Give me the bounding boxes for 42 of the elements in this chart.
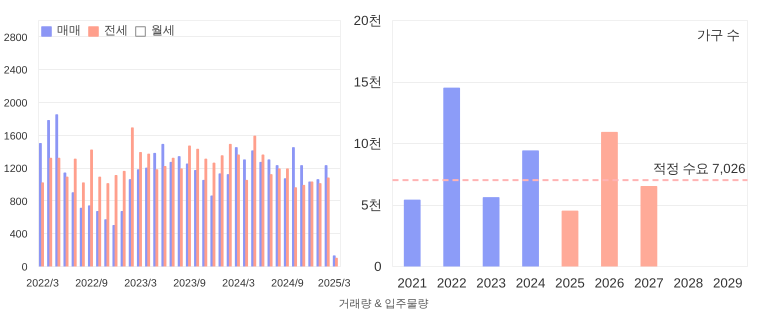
legend-label: 매매: [57, 22, 81, 39]
y-tick-label: 10천: [354, 136, 382, 151]
x-tick-label: 2023/3: [124, 278, 157, 290]
bar: [522, 150, 539, 266]
x-tick-label: 2024/9: [271, 278, 304, 290]
y-tick-label: 5천: [361, 198, 382, 212]
bar: [601, 132, 618, 266]
y-tick-label: 0: [374, 259, 382, 274]
x-tick-label: 2022/9: [75, 278, 108, 290]
bar: [443, 88, 460, 266]
x-tick-label: 2022: [436, 276, 466, 290]
y-tick-label: 800: [10, 196, 28, 208]
x-tick-label: 2022/3: [26, 278, 59, 290]
y-tick-label: 2800: [4, 32, 28, 44]
ref-line-label: 적정 수요 7,026: [652, 161, 746, 176]
x-tick-label: 2028: [674, 276, 704, 290]
bar: [562, 210, 578, 266]
x-tick-label: 2029: [712, 276, 743, 290]
x-tick-label: 2025: [555, 276, 585, 290]
x-tick-label: 2023: [476, 276, 506, 290]
y-tick-label: 1200: [4, 163, 28, 176]
text: 거래량 & 입주물량: [338, 297, 429, 312]
annotation: 가구 수: [696, 28, 740, 42]
bar: [482, 197, 500, 266]
legend-label: 월세: [151, 22, 175, 39]
x-tick-label: 2024/3: [222, 278, 255, 290]
x-tick-label: 2021: [397, 276, 428, 290]
y-tick-label: 0: [22, 262, 28, 274]
bar: [640, 186, 658, 266]
bar: [404, 200, 421, 266]
legend-label: 전세: [104, 22, 128, 39]
y-tick-label: 2400: [4, 64, 28, 77]
x-tick-label: 2027: [634, 276, 664, 290]
x-tick-label: 2024: [516, 276, 546, 290]
y-tick-label: 20천: [354, 13, 382, 28]
y-tick-label: 1600: [4, 130, 28, 142]
x-tick-label: 2025/3: [318, 278, 351, 290]
y-tick-label: 15천: [354, 74, 382, 90]
x-tick-label: 2026: [594, 276, 624, 290]
x-tick-label: 2023/9: [173, 278, 206, 290]
y-tick-label: 400: [10, 228, 28, 241]
y-tick-label: 2000: [4, 98, 28, 110]
